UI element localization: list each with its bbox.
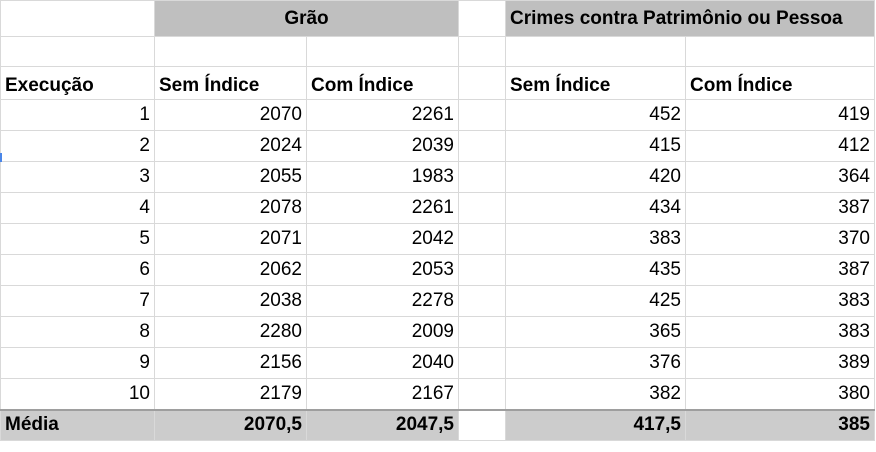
cell-empty[interactable] [458,36,506,67]
cell-crimes-com-indice[interactable]: 383 [685,316,875,348]
average-crimes-com-indice[interactable]: 385 [685,408,875,441]
cell-empty[interactable] [458,254,506,286]
cell-grao-com-indice[interactable]: 2053 [306,254,459,286]
cell-grao-sem-indice[interactable]: 2038 [154,285,307,317]
cell-grao-com-indice[interactable]: 2167 [306,378,459,410]
cell-crimes-sem-indice[interactable]: 434 [505,192,686,224]
table-row: 2 2024 2039 415 412 [0,130,875,162]
cell-empty[interactable] [458,130,506,162]
table-row: 1 2070 2261 452 419 [0,99,875,131]
table-row: 5 2071 2042 383 370 [0,223,875,255]
average-label[interactable]: Média [0,408,155,441]
cell-empty[interactable] [0,0,155,37]
cell-execucao[interactable]: 1 [0,99,155,131]
average-grao-sem-indice[interactable]: 2070,5 [154,408,307,441]
cell-grao-sem-indice[interactable]: 2179 [154,378,307,410]
cell-execucao[interactable]: 3 [0,161,155,193]
cell-empty[interactable] [458,408,506,441]
cell-empty[interactable] [458,0,506,37]
cell-crimes-sem-indice[interactable]: 382 [505,378,686,410]
cell-empty[interactable] [458,99,506,131]
cell-empty[interactable] [458,347,506,379]
cell-grao-com-indice[interactable]: 2261 [306,99,459,131]
cell-crimes-com-indice[interactable]: 412 [685,130,875,162]
cell-empty[interactable] [0,36,155,67]
cell-execucao[interactable]: 6 [0,254,155,286]
table-row: 4 2078 2261 434 387 [0,192,875,224]
table-row: 8 2280 2009 365 383 [0,316,875,348]
cell-crimes-com-indice[interactable]: 370 [685,223,875,255]
cell-crimes-com-indice[interactable]: 389 [685,347,875,379]
cell-crimes-com-indice[interactable]: 364 [685,161,875,193]
cell-crimes-sem-indice[interactable]: 415 [505,130,686,162]
cell-grao-sem-indice[interactable]: 2062 [154,254,307,286]
cell-execucao[interactable]: 8 [0,316,155,348]
cell-grao-sem-indice[interactable]: 2071 [154,223,307,255]
cell-empty[interactable] [458,161,506,193]
table-row: 7 2038 2278 425 383 [0,285,875,317]
cell-crimes-sem-indice[interactable]: 365 [505,316,686,348]
cell-crimes-sem-indice[interactable]: 376 [505,347,686,379]
cell-grao-com-indice[interactable]: 1983 [306,161,459,193]
cell-crimes-sem-indice[interactable]: 383 [505,223,686,255]
cell-crimes-com-indice[interactable]: 383 [685,285,875,317]
cell-crimes-sem-indice[interactable]: 420 [505,161,686,193]
table-row: 10 2179 2167 382 380 [0,378,875,410]
column-header-crimes-sem-indice[interactable]: Sem Índice [505,66,686,100]
group-header-crimes[interactable]: Crimes contra Patrimônio ou Pessoa [505,0,875,37]
cell-empty[interactable] [685,36,875,67]
cell-crimes-sem-indice[interactable]: 425 [505,285,686,317]
table-row: 9 2156 2040 376 389 [0,347,875,379]
column-header-crimes-com-indice[interactable]: Com Índice [685,66,875,100]
cell-grao-com-indice[interactable]: 2278 [306,285,459,317]
cell-crimes-com-indice[interactable]: 387 [685,192,875,224]
cell-grao-sem-indice[interactable]: 2070 [154,99,307,131]
average-row: Média 2070,5 2047,5 417,5 385 [0,408,875,441]
cell-grao-sem-indice[interactable]: 2156 [154,347,307,379]
cell-grao-com-indice[interactable]: 2009 [306,316,459,348]
spreadsheet-grid: Grão Crimes contra Patrimônio ou Pessoa … [0,0,875,441]
cell-grao-sem-indice[interactable]: 2055 [154,161,307,193]
cell-crimes-com-indice[interactable]: 387 [685,254,875,286]
cell-execucao[interactable]: 5 [0,223,155,255]
column-header-grao-com-indice[interactable]: Com Índice [306,66,459,100]
cell-execucao[interactable]: 7 [0,285,155,317]
cell-grao-sem-indice[interactable]: 2280 [154,316,307,348]
cell-execucao[interactable]: 4 [0,192,155,224]
cell-empty[interactable] [458,223,506,255]
blank-row [0,36,875,67]
cell-empty[interactable] [154,36,307,67]
cell-empty[interactable] [458,192,506,224]
column-header-grao-sem-indice[interactable]: Sem Índice [154,66,307,100]
cell-grao-sem-indice[interactable]: 2024 [154,130,307,162]
cell-empty[interactable] [306,36,459,67]
cell-crimes-sem-indice[interactable]: 452 [505,99,686,131]
column-header-execucao[interactable]: Execução [0,66,155,100]
group-header-grao[interactable]: Grão [154,0,459,37]
table-row: 3 2055 1983 420 364 [0,161,875,193]
cell-grao-com-indice[interactable]: 2261 [306,192,459,224]
average-crimes-sem-indice[interactable]: 417,5 [505,408,686,441]
cell-empty[interactable] [505,36,686,67]
cell-crimes-sem-indice[interactable]: 435 [505,254,686,286]
header-row-columns: Execução Sem Índice Com Índice Sem Índic… [0,66,875,100]
cell-grao-com-indice[interactable]: 2040 [306,347,459,379]
cell-grao-sem-indice[interactable]: 2078 [154,192,307,224]
average-grao-com-indice[interactable]: 2047,5 [306,408,459,441]
cell-execucao[interactable]: 2 [0,130,155,162]
table-row: 6 2062 2053 435 387 [0,254,875,286]
cell-empty[interactable] [458,66,506,100]
cell-empty[interactable] [458,378,506,410]
cell-execucao[interactable]: 10 [0,378,155,410]
cell-execucao[interactable]: 9 [0,347,155,379]
cell-empty[interactable] [458,316,506,348]
header-row-groups: Grão Crimes contra Patrimônio ou Pessoa [0,0,875,37]
cell-crimes-com-indice[interactable]: 380 [685,378,875,410]
cell-grao-com-indice[interactable]: 2039 [306,130,459,162]
cell-empty[interactable] [458,285,506,317]
cell-crimes-com-indice[interactable]: 419 [685,99,875,131]
cell-grao-com-indice[interactable]: 2042 [306,223,459,255]
selection-marker [0,153,2,162]
